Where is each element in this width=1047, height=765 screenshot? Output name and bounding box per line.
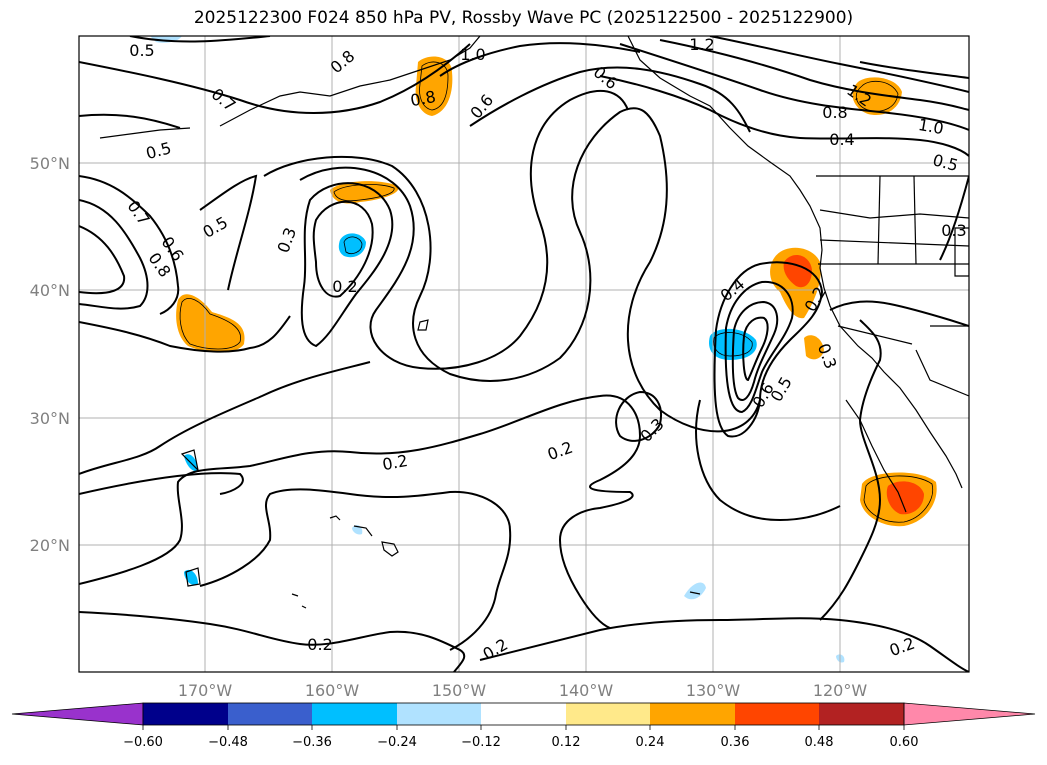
colorbar-segment xyxy=(397,703,481,725)
colorbar-tick: −0.12 xyxy=(461,735,501,750)
lat-label: 30°N xyxy=(30,409,70,428)
colorbar-segment xyxy=(481,703,566,725)
contour-label: 0.8 xyxy=(409,87,437,110)
positive-anomaly-shading xyxy=(176,56,937,527)
anomaly-positive-west xyxy=(176,294,245,353)
map-border xyxy=(78,35,970,673)
contour-label: 0.2 xyxy=(381,451,409,474)
contour-label: 0.3 xyxy=(941,221,966,240)
colorbar-tick: −0.24 xyxy=(377,735,417,750)
colorbar-segment xyxy=(143,703,228,725)
lat-label: 40°N xyxy=(30,281,70,300)
colorbar-segment xyxy=(735,703,819,725)
pv-contours xyxy=(79,36,969,672)
colorbar: −0.60 −0.48 −0.36 −0.24 −0.12 0.12 0.24 … xyxy=(11,702,1036,750)
anomaly-outlines xyxy=(179,61,934,523)
lon-label: 150°W xyxy=(432,681,487,700)
lon-label: 120°W xyxy=(813,681,868,700)
longitude-labels: 170°W 160°W 150°W 140°W 130°W 120°W xyxy=(178,681,868,700)
coastlines xyxy=(99,36,969,513)
colorbar-tick: −0.60 xyxy=(123,735,163,750)
colorbar-tick: 0.48 xyxy=(805,735,834,750)
lon-label: 130°W xyxy=(686,681,741,700)
anomaly-positive-socal xyxy=(804,335,824,360)
colorbar-segment xyxy=(650,703,735,725)
contour-label: 1.2 xyxy=(689,35,714,54)
colorbar-extend-high xyxy=(903,702,1036,726)
lon-label: 170°W xyxy=(178,681,233,700)
contour-label: 0.5 xyxy=(129,41,154,60)
contour-label: 0.2 xyxy=(332,277,357,296)
lat-label: 50°N xyxy=(30,154,70,173)
colorbar-segment xyxy=(566,703,650,725)
anomaly-negative-small-2 xyxy=(184,569,198,586)
colorbar-tick: −0.48 xyxy=(208,735,248,750)
colorbar-tick: 0.36 xyxy=(721,735,750,750)
islands xyxy=(180,319,701,609)
contour-label: 0.4 xyxy=(829,130,854,149)
contour-label: 0.8 xyxy=(822,103,847,122)
contour-label: 1.0 xyxy=(917,115,945,138)
colorbar-tick: 0.12 xyxy=(552,735,581,750)
colorbar-tick: 0.60 xyxy=(890,735,919,750)
colorbar-segment xyxy=(819,703,904,725)
latitude-labels: 50°N 40°N 30°N 20°N xyxy=(30,154,70,555)
lon-label: 160°W xyxy=(305,681,360,700)
contour-label: 1.0 xyxy=(460,45,485,64)
anomaly-negative-small-3 xyxy=(684,582,706,600)
lat-label: 20°N xyxy=(30,536,70,555)
colorbar-extend-low xyxy=(11,702,144,726)
anomaly-positive-pnw xyxy=(852,77,902,116)
colorbar-segment xyxy=(312,703,397,725)
lon-label: 140°W xyxy=(559,681,614,700)
colorbar-segment xyxy=(228,703,312,725)
colorbar-tick: 0.24 xyxy=(636,735,665,750)
map-title: 2025122300 F024 850 hPa PV, Rossby Wave … xyxy=(193,8,854,28)
contour-label: 0.2 xyxy=(307,635,332,654)
colorbar-tick: −0.36 xyxy=(292,735,332,750)
